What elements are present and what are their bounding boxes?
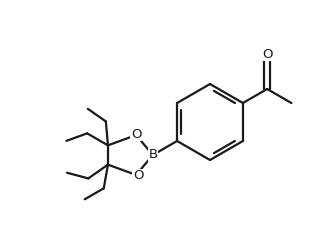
Text: O: O — [131, 128, 141, 141]
Text: O: O — [133, 169, 144, 183]
Text: O: O — [262, 48, 272, 61]
Text: B: B — [148, 149, 158, 162]
